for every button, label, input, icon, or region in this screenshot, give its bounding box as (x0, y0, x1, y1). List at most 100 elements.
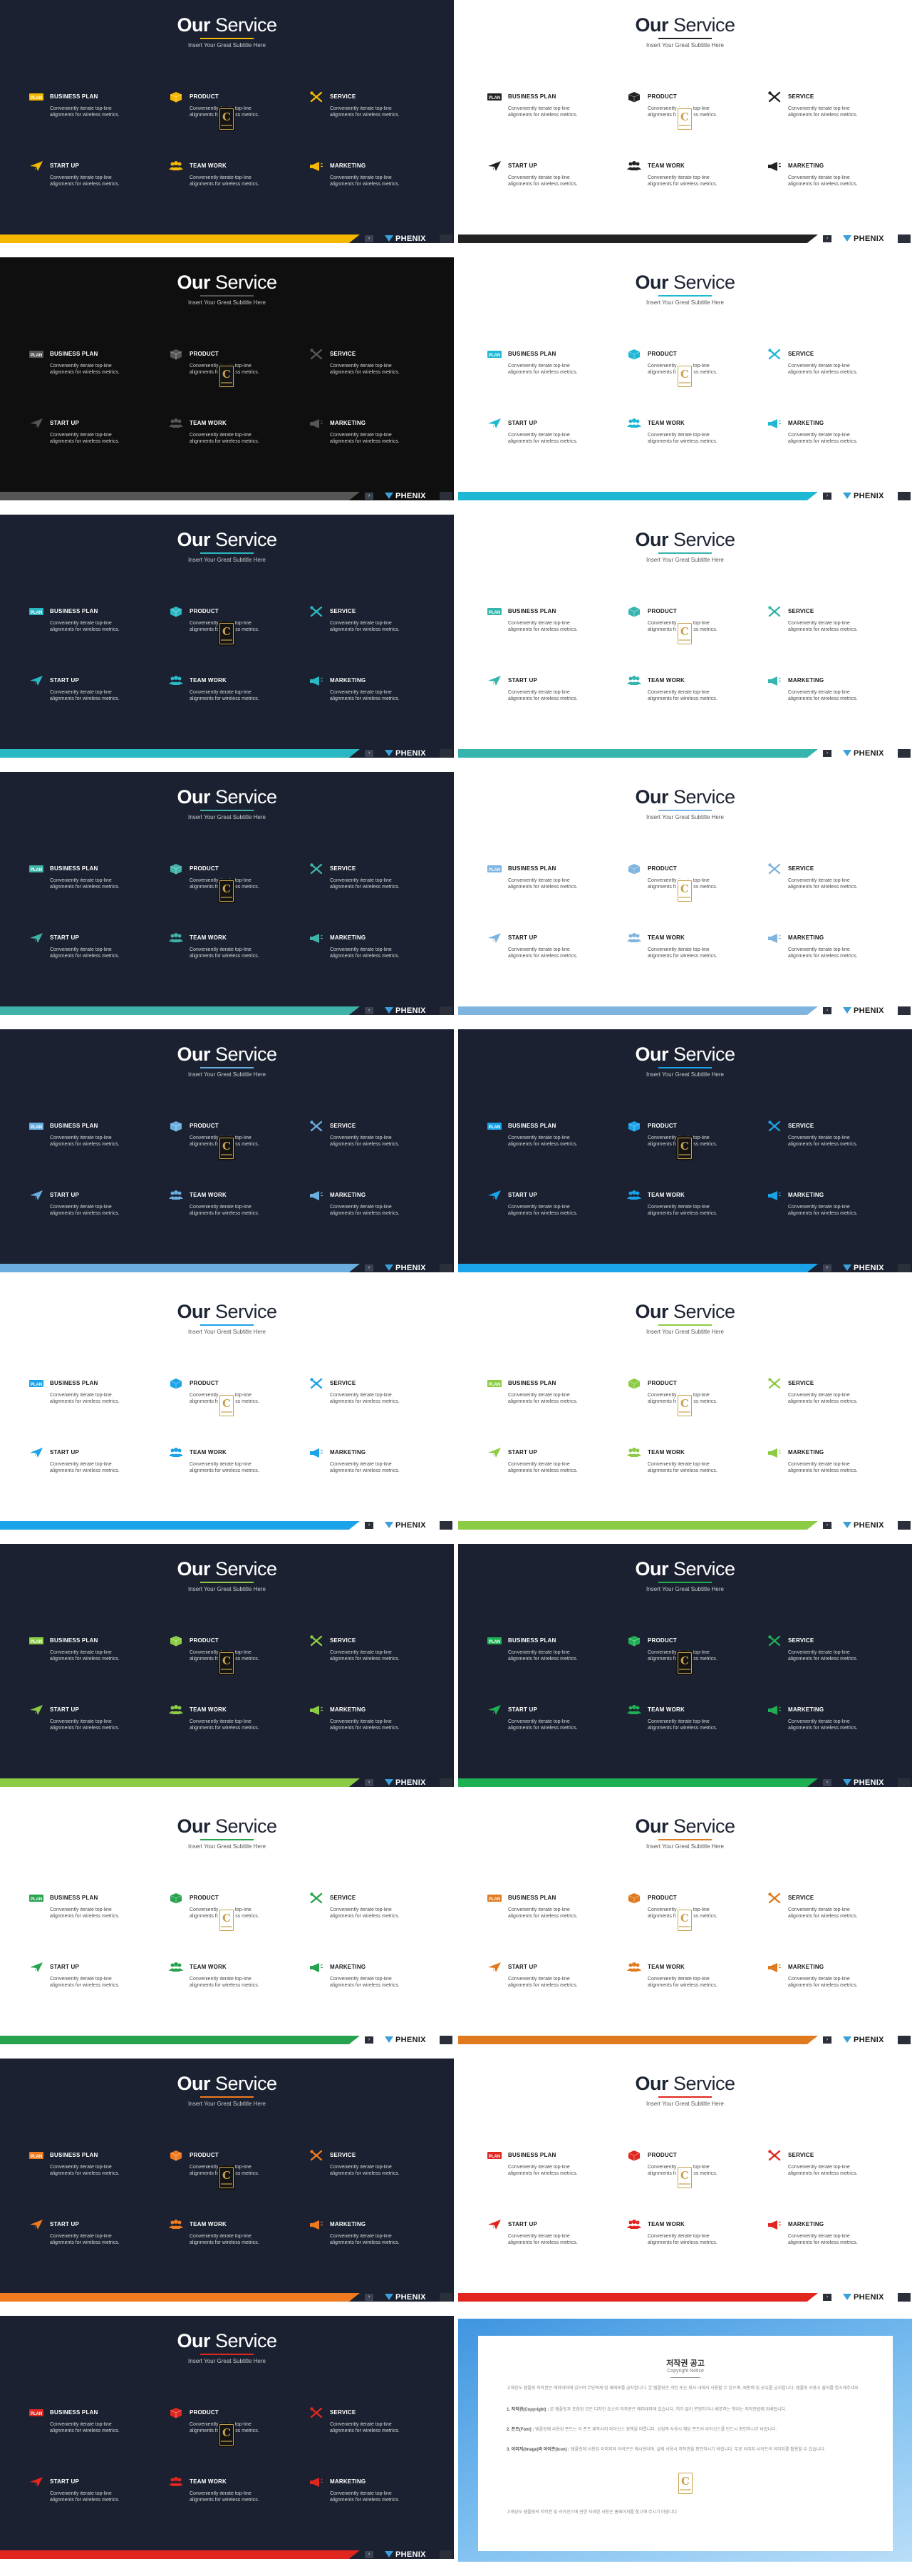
service-slide-19[interactable]: Our Service Insert Your Great Subtitle H… (0, 2316, 454, 2559)
slide-arrow-icon[interactable]: › (365, 493, 373, 500)
copyright-item-2-head: 2. 폰트(Font) : (507, 2428, 534, 2432)
slide-arrow-icon[interactable]: › (823, 2294, 831, 2301)
team-icon (168, 160, 184, 172)
title-underline (200, 2096, 254, 2098)
copyright-slide[interactable]: 저작권 공고 Copyright Notice 고해상도 템플릿 저작권은 에피… (458, 2319, 912, 2562)
footer-accent-bar (0, 2293, 360, 2302)
slide-title: Our Service (458, 1558, 912, 1580)
brand-mark-icon (843, 1779, 851, 1786)
slide-arrow-icon[interactable]: › (823, 235, 831, 242)
footer-square (898, 749, 911, 758)
title-underline (200, 552, 254, 554)
service-description: Conveniently iterate top-line alignments… (330, 947, 400, 959)
service-description: Conveniently iterate top-line alignments… (330, 1135, 400, 1147)
slide-arrow-icon[interactable]: › (823, 1779, 831, 1786)
slide-arrow-icon[interactable]: › (365, 1522, 373, 1529)
svg-text:PLAN: PLAN (31, 354, 42, 358)
service-slide-18[interactable]: Our Service Insert Your Great Subtitle H… (458, 2059, 912, 2302)
slide-arrow-icon[interactable]: › (365, 1007, 373, 1014)
service-label: MARKETING (330, 2478, 366, 2485)
svg-text:PLAN: PLAN (31, 1383, 42, 1387)
service-slide-9[interactable]: Our Service Insert Your Great Subtitle H… (0, 1029, 454, 1272)
footer-accent-bar (0, 492, 360, 500)
service-item: START UP Conveniently iterate top-line al… (28, 675, 150, 711)
emblem-frame (219, 1652, 234, 1674)
service-item: PLAN BUSINESS PLAN Conveniently iterate to… (28, 2407, 150, 2443)
service-slide-15[interactable]: Our Service Insert Your Great Subtitle H… (0, 1801, 454, 2044)
team-icon (168, 2219, 184, 2230)
title-light: Service (215, 2073, 277, 2094)
title-bold: Our (635, 786, 668, 808)
svg-text:PLAN: PLAN (489, 868, 500, 872)
service-slide-1[interactable]: Our Service Insert Your Great Subtitle H… (0, 0, 454, 243)
product-box-icon (626, 349, 642, 360)
slide-title: Our Service (0, 14, 454, 36)
brand-logo: PHENIX (843, 235, 884, 243)
footer-square (440, 1521, 452, 1530)
service-label: BUSINESS PLAN (50, 608, 98, 614)
service-label: PRODUCT (648, 608, 677, 614)
service-slide-10[interactable]: Our Service Insert Your Great Subtitle H… (458, 1029, 912, 1272)
emblem-letter: C (680, 368, 689, 381)
service-slide-7[interactable]: Our Service Insert Your Great Subtitle H… (0, 772, 454, 1015)
service-label: TEAM WORK (648, 677, 685, 684)
service-label: BUSINESS PLAN (50, 2152, 98, 2158)
service-slide-5[interactable]: Our Service Insert Your Great Subtitle H… (0, 515, 454, 758)
slide-arrow-icon[interactable]: › (823, 493, 831, 500)
service-label: SERVICE (788, 351, 814, 357)
service-slide-3[interactable]: Our Service Insert Your Great Subtitle H… (0, 257, 454, 500)
service-slide-16[interactable]: Our Service Insert Your Great Subtitle H… (458, 1801, 912, 2044)
service-description: Conveniently iterate top-line alignments… (190, 433, 259, 444)
service-description: Conveniently iterate top-line alignments… (508, 1650, 578, 1661)
paper-plane-icon (28, 418, 44, 429)
slide-arrow-icon[interactable]: › (823, 750, 831, 757)
brand-mark-icon (843, 750, 851, 756)
service-label: SERVICE (330, 1123, 356, 1129)
service-description: Conveniently iterate top-line alignments… (330, 2165, 400, 2176)
emblem-frame (219, 1138, 234, 1159)
brand-name: PHENIX (395, 2293, 426, 2302)
slide-arrow-icon[interactable]: › (823, 1264, 831, 1272)
emblem-bar (679, 1154, 690, 1155)
product-box-icon (626, 1892, 642, 1904)
title-bold: Our (177, 529, 210, 550)
slide-arrow-icon[interactable]: › (365, 1779, 373, 1786)
slide-arrow-icon[interactable]: › (823, 2036, 831, 2044)
service-label: PRODUCT (648, 1895, 677, 1901)
slide-arrow-icon[interactable]: › (823, 1522, 831, 1529)
slide-arrow-icon[interactable]: › (365, 750, 373, 757)
service-slide-12[interactable]: Our Service Insert Your Great Subtitle H… (458, 1287, 912, 1530)
slide-arrow-icon[interactable]: › (365, 235, 373, 242)
service-slide-4[interactable]: Our Service Insert Your Great Subtitle H… (458, 257, 912, 500)
service-slide-17[interactable]: Our Service Insert Your Great Subtitle H… (0, 2059, 454, 2302)
service-slide-2[interactable]: Our Service Insert Your Great Subtitle H… (458, 0, 912, 243)
title-underline (658, 295, 712, 297)
business-plan-icon: PLAN (487, 2150, 502, 2161)
service-slide-6[interactable]: Our Service Insert Your Great Subtitle H… (458, 515, 912, 758)
emblem-logo: C (676, 622, 693, 646)
slide-subtitle: Insert Your Great Subtitle Here (646, 1071, 724, 1078)
service-label: BUSINESS PLAN (50, 2409, 98, 2416)
slide-arrow-icon[interactable]: › (365, 2036, 373, 2044)
tools-icon (309, 863, 324, 875)
service-item: TEAM WORK Conveniently iterate top-line a… (168, 1447, 289, 1483)
service-description: Conveniently iterate top-line alignments… (330, 1719, 400, 1731)
slide-arrow-icon[interactable]: › (365, 2294, 373, 2301)
service-slide-14[interactable]: Our Service Insert Your Great Subtitle H… (458, 1544, 912, 1787)
service-item: PLAN BUSINESS PLAN Conveniently iterate to… (487, 1892, 608, 1928)
footer-accent-bar (458, 2036, 818, 2044)
brand-name: PHENIX (395, 1778, 426, 1787)
service-slide-8[interactable]: Our Service Insert Your Great Subtitle H… (458, 772, 912, 1015)
slide-arrow-icon[interactable]: › (365, 2551, 373, 2558)
brand-mark-icon (385, 1522, 393, 1528)
service-slide-11[interactable]: Our Service Insert Your Great Subtitle H… (0, 1287, 454, 1530)
service-slide-13[interactable]: Our Service Insert Your Great Subtitle H… (0, 1544, 454, 1787)
slide-arrow-icon[interactable]: › (365, 1264, 373, 1272)
service-label: MARKETING (330, 1192, 366, 1198)
service-description: Conveniently iterate top-line alignments… (50, 2422, 120, 2433)
footer-accent-bar (458, 1006, 818, 1015)
business-plan-icon: PLAN (487, 863, 502, 875)
footer-accent-bar (458, 2293, 818, 2302)
product-box-icon (626, 863, 642, 875)
slide-arrow-icon[interactable]: › (823, 1007, 831, 1014)
